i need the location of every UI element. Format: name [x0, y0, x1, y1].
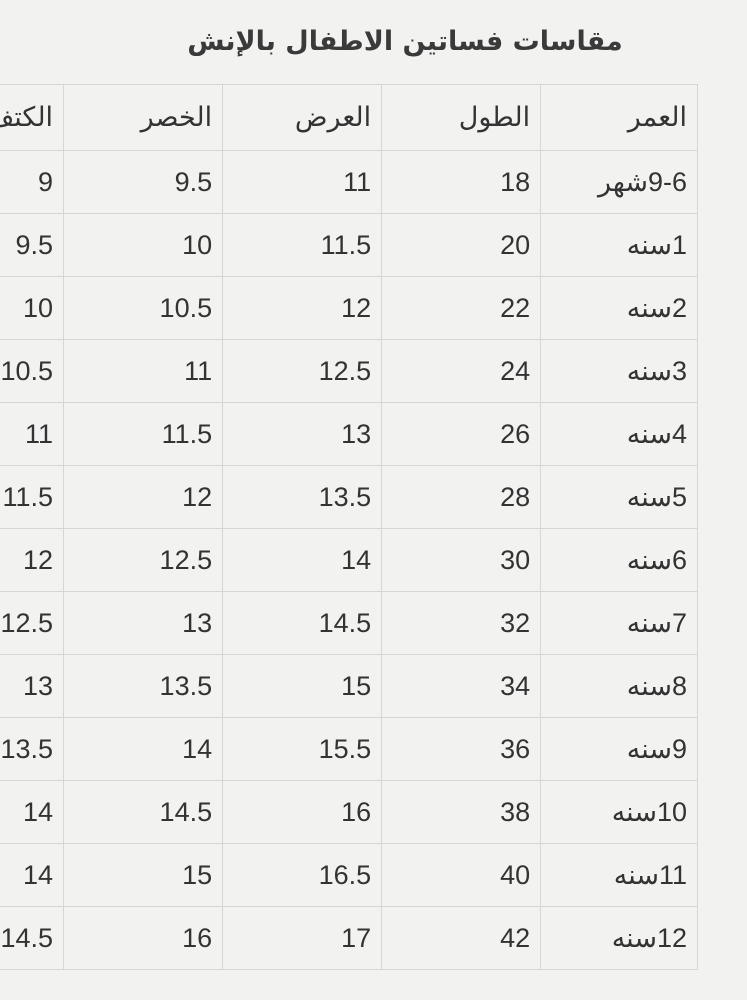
table-row: 5سنه 28 13.5 12 11.5 — [0, 465, 698, 529]
table-row: 4سنه 26 13 11.5 11 — [0, 402, 698, 466]
cell-age: 5سنه — [540, 465, 698, 529]
cell-width: 16 — [222, 780, 383, 844]
cell-length: 28 — [381, 465, 542, 529]
cell-waist: 15 — [63, 843, 224, 907]
table-row: 2سنه 22 12 10.5 10 — [0, 276, 698, 340]
cell-age: 10سنه — [540, 780, 698, 844]
cell-age: 8سنه — [540, 654, 698, 718]
cell-waist: 12 — [63, 465, 224, 529]
cell-width: 14 — [222, 528, 383, 592]
cell-length: 30 — [381, 528, 542, 592]
cell-shoulder: 12 — [0, 528, 65, 592]
cell-length: 42 — [381, 906, 542, 970]
cell-width: 11.5 — [222, 213, 383, 277]
cell-width: 14.5 — [222, 591, 383, 655]
cell-length: 24 — [381, 339, 542, 403]
cell-width: 15.5 — [222, 717, 383, 781]
cell-length: 26 — [381, 402, 542, 466]
cell-shoulder: 14 — [0, 843, 65, 907]
size-table-container: العمرالطولالعرضالخصرالكتف 9-6شهر18119.59… — [0, 84, 698, 970]
table-row: 9سنه 36 15.5 14 13.5 — [0, 717, 698, 781]
cell-waist: 9.5 — [63, 150, 224, 214]
table-row: 6سنه 30 14 12.5 12 — [0, 528, 698, 592]
cell-shoulder: 12.5 — [0, 591, 65, 655]
cell-length: 38 — [381, 780, 542, 844]
cell-age: 1سنه — [540, 213, 698, 277]
column-header-length: الطول — [381, 84, 542, 151]
cell-waist: 13.5 — [63, 654, 224, 718]
cell-width: 12 — [222, 276, 383, 340]
table-row: 1سنه 20 11.5 10 9.5 — [0, 213, 698, 277]
cell-waist: 14 — [63, 717, 224, 781]
cell-waist: 11 — [63, 339, 224, 403]
cell-shoulder: 10.5 — [0, 339, 65, 403]
column-header-age: العمر — [540, 84, 698, 151]
cell-age: 4سنه — [540, 402, 698, 466]
table-row: 7سنه 32 14.5 13 12.5 — [0, 591, 698, 655]
cell-length: 18 — [381, 150, 542, 214]
cell-width: 13.5 — [222, 465, 383, 529]
cell-length: 20 — [381, 213, 542, 277]
cell-shoulder: 11.5 — [0, 465, 65, 529]
cell-length: 22 — [381, 276, 542, 340]
cell-waist: 16 — [63, 906, 224, 970]
table-row: 12سنه 42 17 16 14.5 — [0, 906, 698, 970]
cell-shoulder: 9.5 — [0, 213, 65, 277]
cell-shoulder: 11 — [0, 402, 65, 466]
cell-length: 40 — [381, 843, 542, 907]
cell-age: 12سنه — [540, 906, 698, 970]
column-header-shoulder: الكتف — [0, 84, 65, 151]
cell-length: 32 — [381, 591, 542, 655]
cell-age: 7سنه — [540, 591, 698, 655]
cell-shoulder: 10 — [0, 276, 65, 340]
cell-shoulder: 13 — [0, 654, 65, 718]
column-header-width: العرض — [222, 84, 383, 151]
cell-width: 13 — [222, 402, 383, 466]
cell-shoulder: 9 — [0, 150, 65, 214]
cell-waist: 12.5 — [63, 528, 224, 592]
table-row: 9-6شهر 18 11 9.5 9 — [0, 150, 698, 214]
cell-waist: 14.5 — [63, 780, 224, 844]
size-table: العمرالطولالعرضالخصرالكتف 9-6شهر18119.59… — [0, 84, 698, 970]
cell-age: 3سنه — [540, 339, 698, 403]
table-row: 8سنه 34 15 13.5 13 — [0, 654, 698, 718]
column-header-waist: الخصر — [63, 84, 224, 151]
cell-length: 36 — [381, 717, 542, 781]
cell-width: 16.5 — [222, 843, 383, 907]
table-row: 10سنه 38 16 14.5 14 — [0, 780, 698, 844]
cell-waist: 10.5 — [63, 276, 224, 340]
cell-age: 9سنه — [540, 717, 698, 781]
cell-waist: 10 — [63, 213, 224, 277]
cell-width: 12.5 — [222, 339, 383, 403]
table-row: 11سنه 40 16.5 15 14 — [0, 843, 698, 907]
cell-age: 2سنه — [540, 276, 698, 340]
cell-shoulder: 14 — [0, 780, 65, 844]
cell-waist: 11.5 — [63, 402, 224, 466]
cell-length: 34 — [381, 654, 542, 718]
table-header-row: العمرالطولالعرضالخصرالكتف — [0, 84, 698, 151]
cell-shoulder: 13.5 — [0, 717, 65, 781]
cell-age: 11سنه — [540, 843, 698, 907]
cell-waist: 13 — [63, 591, 224, 655]
cell-width: 15 — [222, 654, 383, 718]
table-row: 3سنه 24 12.5 11 10.5 — [0, 339, 698, 403]
cell-shoulder: 14.5 — [0, 906, 65, 970]
cell-width: 11 — [222, 150, 383, 214]
cell-age: 6سنه — [540, 528, 698, 592]
cell-width: 17 — [222, 906, 383, 970]
page-title: مقاسات فساتين الاطفال بالإنش — [187, 26, 623, 57]
cell-age: 9-6شهر — [540, 150, 698, 214]
